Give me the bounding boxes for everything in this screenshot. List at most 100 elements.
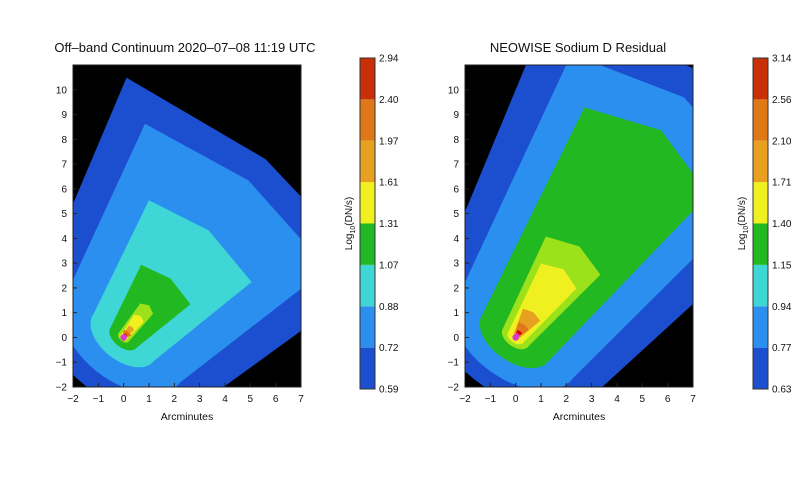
colorbar-segment (753, 182, 768, 224)
colorbar-tick-label: 1.31 (379, 219, 399, 230)
colorbar-segment (360, 182, 375, 224)
x-tick-label: 5 (640, 394, 646, 405)
x-tick-label: 0 (513, 394, 519, 405)
y-axis: −2 −1 0 1 2 3 4 5 6 7 8 9 10 (56, 85, 77, 394)
colorbar-segment (360, 223, 375, 265)
colorbar-frame (752, 57, 769, 390)
y-tick-label: 3 (453, 259, 459, 270)
colorbar-tick-label: 1.71 (772, 178, 792, 189)
plot-title: NEOWISE Sodium D Residual (490, 40, 666, 55)
colorbar-segment (360, 58, 375, 100)
x-tick-label: 1 (538, 394, 544, 405)
y-tick-label: 0 (453, 333, 459, 344)
x-tick-label: 1 (146, 394, 152, 405)
y-axis: −2 −1 0 1 2 3 4 5 6 7 8 9 10 (448, 85, 469, 394)
colorbar-tick-label: 2.10 (772, 136, 792, 147)
plot-title: Off–band Continuum 2020–07–08 11:19 UTC (54, 40, 315, 55)
panel-sodium-d-residual: NEOWISE Sodium D Residual −2 −1 0 1 2 3 4 5 6 7 8 9… (448, 40, 792, 423)
colorbar-segment (753, 58, 768, 100)
colorbar-segment (753, 347, 768, 389)
colorbar-tick-label: 0.88 (379, 302, 399, 313)
colorbar: 0.63 0.77 0.94 1.15 1.40 1.71 2.10 2.56 3.14 Log1… (737, 54, 792, 396)
y-tick-label: 5 (453, 209, 459, 220)
x-tick-label: 2 (172, 394, 178, 405)
y-tick-label: 1 (61, 308, 67, 319)
x-tick-label: 4 (614, 394, 620, 405)
x-tick-label: −1 (93, 394, 105, 405)
colorbar-segment (360, 264, 375, 307)
y-tick-label: 8 (453, 135, 459, 146)
colorbar-segment (360, 99, 375, 141)
colorbar-tick-label: 2.94 (379, 54, 399, 65)
x-tick-label: 4 (222, 394, 228, 405)
nucleus-peak (120, 334, 127, 341)
x-tick-label: 6 (273, 394, 279, 405)
y-tick-label: 4 (453, 234, 459, 245)
y-tick-label: −1 (56, 358, 68, 369)
x-axis: −2 −1 0 1 2 3 4 5 6 7 (67, 383, 304, 405)
colorbar-tick-label: 0.72 (379, 343, 399, 354)
colorbar-tick-label: 0.59 (379, 385, 399, 396)
y-tick-label: 2 (61, 283, 67, 294)
panel-off-band-continuum: Off–band Continuum 2020–07–08 11:19 UTC … (54, 40, 399, 423)
colorbar: 0.59 0.72 0.88 1.07 1.31 1.61 1.97 2.40 2.94 Log1… (344, 54, 399, 396)
y-tick-label: −1 (448, 358, 460, 369)
colorbar-frame (359, 57, 376, 390)
y-tick-label: 3 (61, 259, 67, 270)
y-tick-label: 9 (453, 110, 459, 121)
colorbar-segment (753, 223, 768, 265)
heatmap-layer (73, 77, 301, 387)
colorbar-tick-label: 0.77 (772, 343, 792, 354)
x-tick-label: −2 (67, 394, 79, 405)
colorbar-segment (753, 140, 768, 183)
x-axis-label: Arcminutes (553, 411, 606, 423)
nucleus-peak (512, 334, 519, 341)
y-tick-label: 0 (61, 333, 67, 344)
y-tick-label: 4 (61, 234, 67, 245)
y-tick-label: 6 (453, 184, 459, 195)
x-axis: −2 −1 0 1 2 3 4 5 6 7 (459, 383, 696, 405)
x-tick-label: 5 (248, 394, 254, 405)
y-tick-label: −2 (56, 383, 68, 394)
x-tick-label: 7 (690, 394, 696, 405)
colorbar-segment (360, 347, 375, 389)
colorbar-segment (753, 306, 768, 348)
colorbar-segment (360, 306, 375, 348)
colorbar-segment (753, 264, 768, 307)
colorbar-label: Log10(DN/s) (344, 197, 357, 250)
colorbar-tick-label: 3.14 (772, 54, 792, 65)
x-tick-label: 6 (665, 394, 671, 405)
colorbar-segment (360, 140, 375, 183)
x-tick-label: 2 (564, 394, 570, 405)
colorbar-tick-label: 2.56 (772, 95, 792, 106)
y-tick-label: 8 (61, 135, 67, 146)
y-tick-label: 5 (61, 209, 67, 220)
y-tick-label: 6 (61, 184, 67, 195)
y-tick-label: 7 (61, 160, 67, 171)
colorbar-tick-label: 1.97 (379, 136, 399, 147)
y-tick-label: 9 (61, 110, 67, 121)
y-tick-label: 10 (56, 85, 68, 96)
heatmap-layer (465, 65, 693, 387)
colorbar-tick-label: 0.94 (772, 302, 792, 313)
colorbar-tick-label: 1.15 (772, 260, 792, 271)
colorbar-tick-label: 1.07 (379, 260, 399, 271)
x-tick-label: −2 (459, 394, 471, 405)
x-tick-label: −1 (485, 394, 497, 405)
y-tick-label: 7 (453, 160, 459, 171)
y-tick-label: −2 (448, 383, 460, 394)
x-axis-label: Arcminutes (161, 411, 214, 423)
colorbar-segment (753, 99, 768, 141)
x-tick-label: 0 (121, 394, 127, 405)
plot-frame (72, 64, 302, 388)
x-tick-label: 3 (197, 394, 203, 405)
y-tick-label: 10 (448, 85, 460, 96)
colorbar-tick-label: 1.61 (379, 178, 399, 189)
colorbar-tick-label: 2.40 (379, 95, 399, 106)
plot-frame (464, 64, 694, 388)
y-tick-label: 1 (453, 308, 459, 319)
colorbar-label: Log10(DN/s) (737, 197, 750, 250)
colorbar-tick-label: 1.40 (772, 219, 792, 230)
y-tick-label: 2 (453, 283, 459, 294)
